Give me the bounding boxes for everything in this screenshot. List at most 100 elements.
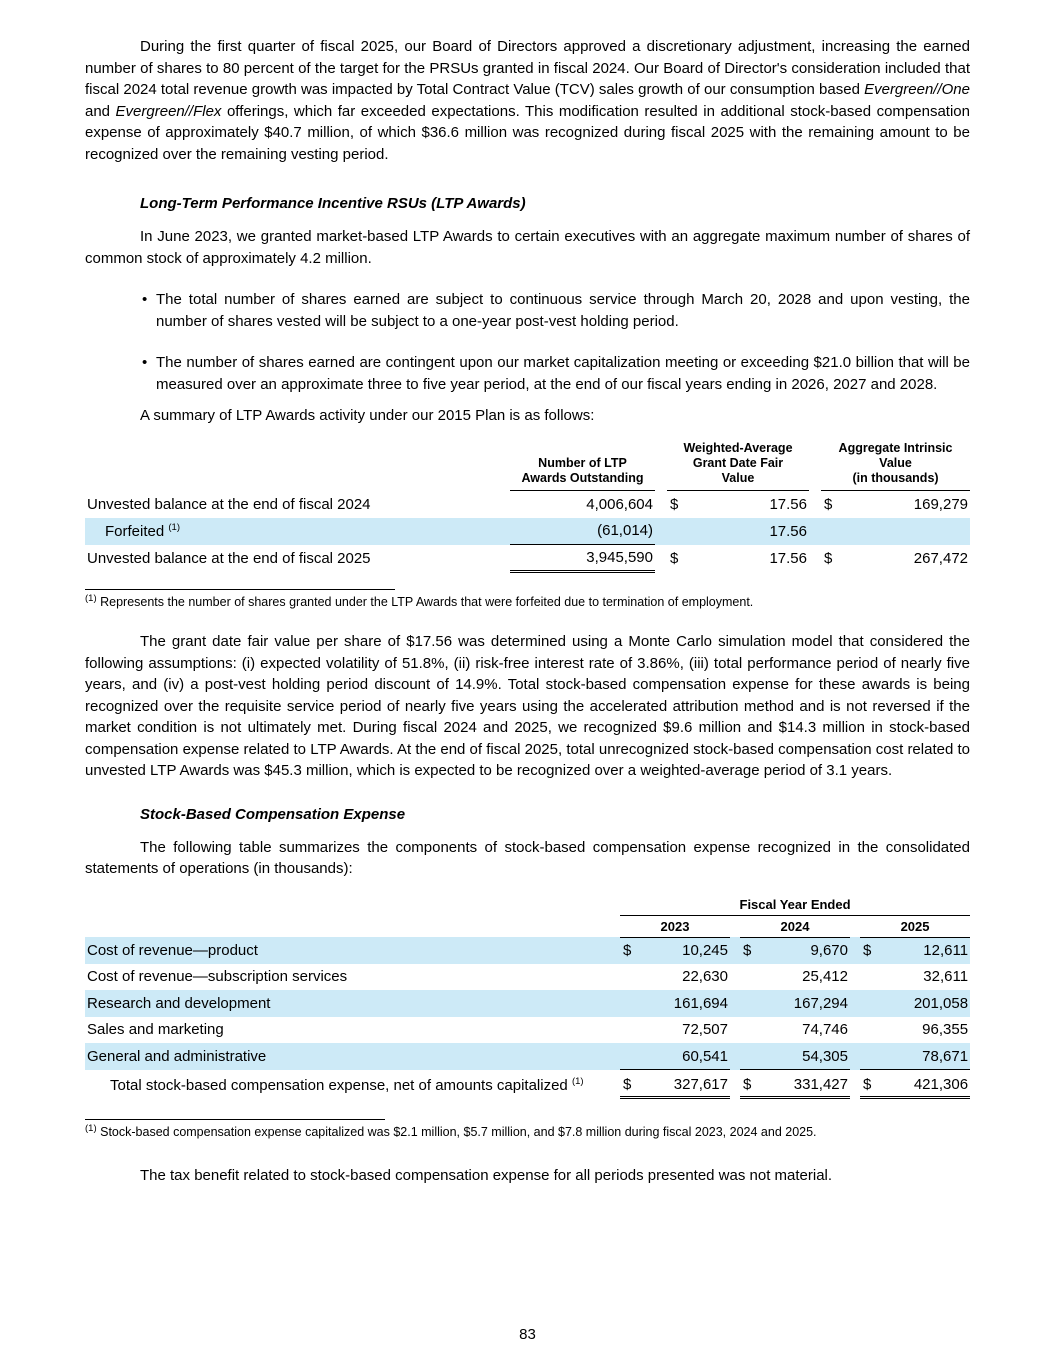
row-label: Sales and marketing <box>87 1021 224 1039</box>
table-row: Forfeited (1) (61,014) 17.56 <box>85 517 971 545</box>
bullet-text: The total number of shares earned are su… <box>156 291 970 330</box>
row-label: Cost of revenue—subscription services <box>87 968 348 986</box>
footnote-divider <box>85 589 395 590</box>
heading-ltp-awards: Long-Term Performance Incentive RSUs (LT… <box>140 195 526 212</box>
intrinsic-value: 267,472 <box>913 549 969 567</box>
dollar-sign <box>740 1017 762 1044</box>
dollar-sign <box>860 964 882 991</box>
dollar-sign <box>667 518 689 545</box>
intrinsic-value <box>843 518 970 545</box>
dollar-sign: $ <box>860 1069 882 1099</box>
row-label: Cost of revenue—product <box>87 941 258 959</box>
table-header-row: Number of LTP Awards Outstanding Weighte… <box>85 438 971 491</box>
footnote-number: (1) <box>85 1122 97 1134</box>
table-row: Cost of revenue—subscription services 22… <box>85 964 970 991</box>
amount-2025: 96,355 <box>922 1021 969 1039</box>
column-spanner-fiscal-year: Fiscal Year Ended <box>620 893 971 916</box>
total-2025: 421,306 <box>882 1069 971 1099</box>
table-row: Unvested balance at the end of fiscal 20… <box>85 491 970 518</box>
footnote-divider <box>85 1119 385 1120</box>
column-header-aggregate-intrinsic-value: Aggregate Intrinsic Value (in thousands) <box>821 438 971 491</box>
table-row: Unvested balance at the end of fiscal 20… <box>85 544 970 573</box>
fair-value: 17.56 <box>769 522 807 540</box>
footnote-ltp-forfeited: (1) Represents the number of shares gran… <box>85 592 754 609</box>
bullet-text: The number of shares earned are continge… <box>156 354 970 393</box>
table-total-row: Total stock-based compensation expense, … <box>85 1069 971 1099</box>
amount-2024: 167,294 <box>793 994 848 1012</box>
amount-2025: 201,058 <box>913 994 969 1012</box>
paragraph-prsu-adjustment: During the first quarter of fiscal 2025,… <box>85 36 970 165</box>
column-header-shares: Number of LTP Awards Outstanding <box>510 438 655 491</box>
amount-2025: 32,611 <box>923 968 969 986</box>
amount-2023: 22,630 <box>682 968 728 986</box>
table-row: Research and development 161,694 167,294… <box>85 990 971 1017</box>
dollar-sign: $ <box>824 495 833 513</box>
total-2023: 327,617 <box>642 1069 730 1099</box>
dollar-sign: $ <box>670 495 679 513</box>
shares-value: 3,945,590 <box>510 544 655 573</box>
row-label: Unvested balance at the end of fiscal 20… <box>87 495 371 513</box>
amount-2023: 60,541 <box>642 1043 730 1070</box>
dollar-sign: $ <box>740 1069 762 1099</box>
paragraph-text: During the first quarter of fiscal 2025,… <box>85 38 970 98</box>
column-header-2025: 2025 <box>860 915 971 938</box>
paragraph-tax-benefit: The tax benefit related to stock-based c… <box>140 1167 833 1184</box>
row-label: Research and development <box>87 994 271 1012</box>
amount-2023: 10,245 <box>682 942 728 959</box>
amount-2024: 74,746 <box>802 1021 848 1039</box>
column-header-2023: 2023 <box>620 915 730 938</box>
fair-value: 17.56 <box>769 495 807 513</box>
amount-2024: 25,412 <box>802 968 848 986</box>
dollar-sign: $ <box>863 942 872 959</box>
paragraph-monte-carlo: The grant date fair value per share of $… <box>85 633 970 779</box>
table-row: Sales and marketing 72,507 74,746 96,355 <box>85 1017 970 1044</box>
dollar-sign <box>620 1017 642 1044</box>
footnote-ref: (1) <box>168 521 180 533</box>
total-2024: 331,427 <box>762 1069 850 1099</box>
dollar-sign: $ <box>623 942 632 959</box>
empty-header-cell <box>85 438 510 491</box>
document-page: During the first quarter of fiscal 2025,… <box>85 36 971 1184</box>
shares-value: (61,014) <box>510 517 655 545</box>
intrinsic-value: 169,279 <box>913 495 969 513</box>
dollar-sign <box>860 1017 882 1044</box>
italic-product-name: Evergreen//One <box>864 81 970 98</box>
bullet-item: • The number of shares earned are contin… <box>142 352 970 395</box>
ltp-awards-activity-table: Number of LTP Awards Outstanding Weighte… <box>85 438 971 573</box>
dollar-sign <box>740 1043 762 1070</box>
total-row-label: Total stock-based compensation expense, … <box>110 1075 584 1094</box>
column-header-grant-date-fair-value: Weighted-Average Grant Date Fair Value <box>667 438 809 491</box>
amount-2025: 12,611 <box>923 942 969 959</box>
dollar-sign <box>620 1043 642 1070</box>
bullet-icon: • <box>142 354 148 371</box>
dollar-sign <box>620 990 642 1017</box>
footnote-ref: (1) <box>571 1075 584 1087</box>
row-label: Unvested balance at the end of fiscal 20… <box>87 549 371 567</box>
row-label: Forfeited (1) <box>105 521 180 540</box>
paragraph-text: and <box>85 102 116 120</box>
footnote-sbc-capitalized: (1) Stock-based compensation expense cap… <box>85 1122 817 1139</box>
amount-2023: 72,507 <box>682 1021 728 1039</box>
sbc-expense-table: Fiscal Year Ended 2023 2024 2025 Cost of… <box>85 893 971 1099</box>
table-year-row: 2023 2024 2025 <box>85 915 971 938</box>
dollar-sign: $ <box>824 549 833 567</box>
amount-2023: 161,694 <box>673 994 728 1012</box>
column-header-2024: 2024 <box>740 915 850 938</box>
dollar-sign <box>740 990 762 1017</box>
dollar-sign <box>620 964 642 991</box>
paragraph-ltp-grant: In June 2023, we granted market-based LT… <box>85 228 970 267</box>
amount-2024: 9,670 <box>810 942 848 959</box>
heading-sbc-expense: Stock-Based Compensation Expense <box>140 805 406 823</box>
row-label: General and administrative <box>87 1047 267 1065</box>
paragraph-text: offerings, which far exceeded expectatio… <box>85 102 970 163</box>
dollar-sign: $ <box>620 1069 642 1099</box>
bullet-icon: • <box>142 291 148 308</box>
table-row: General and administrative 60,541 54,305… <box>85 1043 971 1070</box>
table-row: Cost of revenue—product $ 10,245 $ 9,670… <box>85 937 971 964</box>
shares-value: 4,006,604 <box>586 495 653 513</box>
amount-2024: 54,305 <box>762 1043 850 1070</box>
footnote-number: (1) <box>85 592 97 604</box>
dollar-sign <box>860 1043 882 1070</box>
fair-value: 17.56 <box>769 549 807 567</box>
bullet-item: • The total number of shares earned are … <box>142 289 970 332</box>
